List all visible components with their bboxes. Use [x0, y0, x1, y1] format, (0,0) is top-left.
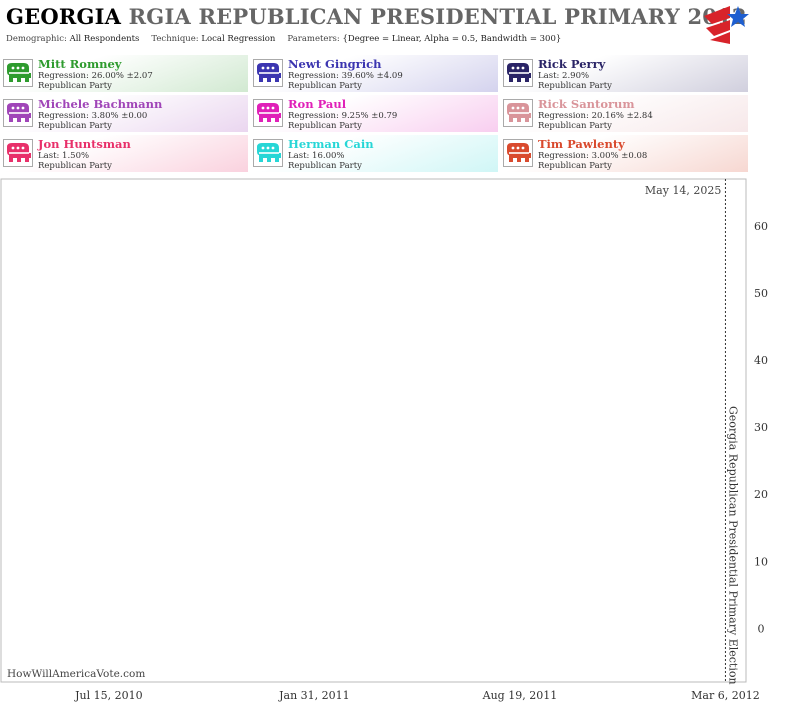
legend-stat: Regression: 26.00% ±2.07 — [38, 71, 153, 81]
legend-party: Republican Party — [538, 121, 612, 131]
elephant-icon — [3, 139, 33, 167]
elephant-icon — [3, 59, 33, 87]
technique-value: Local Regression — [201, 34, 276, 44]
legend-rick-santorum: Rick Santorum Regression: 20.16% ±2.84 Rep… — [500, 95, 748, 132]
legend-party: Republican Party — [538, 161, 612, 171]
page-title: GEORGIA RGIA REPUBLICAN PRESIDENTIAL PRI… — [6, 4, 747, 29]
y-tick-label: 30 — [754, 421, 768, 434]
legend-tim-pawlenty: Tim Pawlenty Regression: 3.00% ±0.08 Repub… — [500, 135, 748, 172]
y-tick-label: 10 — [754, 555, 768, 568]
chart-labels: May 14, 2025 Georgia Republican President… — [7, 184, 739, 685]
legend-name: Rick Santorum — [538, 97, 635, 111]
legend-name: Rick Perry — [538, 57, 606, 71]
x-tick-label: Aug 19, 2011 — [482, 689, 558, 702]
legend-name: Herman Cain — [288, 137, 374, 151]
title-state: GEORGIA — [6, 4, 122, 29]
elephant-icon — [253, 139, 283, 167]
watermark: HowWillAmericaVote.com — [7, 668, 145, 680]
legend-stat: Last: 2.90% — [538, 71, 590, 81]
legend-stat: Regression: 3.80% ±0.00 — [38, 111, 148, 121]
y-tick-label: 40 — [754, 354, 768, 367]
legend-party: Republican Party — [288, 81, 362, 91]
election-label: Georgia Republican Presidential Primary … — [726, 406, 739, 685]
x-tick-label: Jul 15, 2010 — [74, 689, 143, 702]
title-rest: RGIA REPUBLICAN PRESIDENTIAL PRIMARY 201… — [128, 4, 747, 29]
legend-name: Newt Gingrich — [288, 57, 382, 71]
legend-party: Republican Party — [38, 161, 112, 171]
legend-name: Michele Bachmann — [38, 97, 163, 111]
legend-party: Republican Party — [38, 81, 112, 91]
candidate-legend: Mitt Romney Regression: 26.00% ±2.07 Repub… — [0, 53, 789, 177]
legend-stat: Regression: 3.00% ±0.08 — [538, 151, 648, 161]
legend-ron-paul: Ron Paul Regression: 9.25% ±0.79 Republica… — [250, 95, 498, 132]
y-tick-label: 50 — [754, 287, 768, 300]
demographic-value: All Respondents — [69, 34, 140, 44]
y-tick-label: 0 — [758, 622, 765, 635]
legend-name: Tim Pawlenty — [538, 137, 625, 151]
poll-chart: 0 10 20 30 40 50 60 Jul 15, 2010 Jan 31, 2011 Aug… — [0, 178, 768, 702]
legend-stat: Last: 16.00% — [288, 151, 345, 161]
y-tick-label: 20 — [754, 488, 768, 501]
legend-name: Mitt Romney — [38, 57, 122, 71]
legend-party: Republican Party — [538, 81, 612, 91]
legend-stat: Regression: 39.60% ±4.09 — [288, 71, 403, 81]
legend-stat: Regression: 9.25% ±0.79 — [288, 111, 398, 121]
parameters-value: {Degree = Linear, Alpha = 0.5, Bandwidth… — [342, 34, 562, 44]
plot-frame — [0, 178, 747, 683]
legend-party: Republican Party — [288, 121, 362, 131]
legend-party: Republican Party — [288, 161, 362, 171]
legend-michele-bachmann: Michele Bachmann Regression: 3.80% ±0.00 R… — [0, 95, 248, 132]
elephant-icon — [3, 99, 33, 127]
legend-stat: Regression: 20.16% ±2.84 — [538, 111, 653, 121]
legend-name: Ron Paul — [288, 97, 347, 111]
legend-rick-perry: Rick Perry Last: 2.90% Republican Party — [500, 55, 748, 92]
x-tick-label: Jan 31, 2011 — [278, 689, 350, 702]
legend-jon-huntsman: Jon Huntsman Last: 1.50% Republican Party — [0, 135, 248, 172]
legend-name: Jon Huntsman — [38, 137, 131, 151]
parameters-line: Demographic: All Respondents Technique: L… — [6, 34, 562, 44]
elephant-icon — [503, 139, 533, 167]
legend-newt-gingrich: Newt Gingrich Regression: 39.60% ±4.09 Rep… — [250, 55, 498, 92]
legend-party: Republican Party — [38, 121, 112, 131]
legend-stat: Last: 1.50% — [38, 151, 90, 161]
elephant-icon — [503, 59, 533, 87]
flag-star-logo — [704, 6, 749, 44]
y-tick-label: 60 — [754, 220, 768, 233]
chart-axes: 0 10 20 30 40 50 60 Jul 15, 2010 Jan 31, 2011 Aug… — [0, 178, 768, 702]
legend-herman-cain: Herman Cain Last: 16.00% Republican Party — [250, 135, 498, 172]
x-tick-label: Mar 6, 2012 — [691, 689, 760, 702]
elephant-icon — [253, 59, 283, 87]
elephant-icon — [253, 99, 283, 127]
elephant-icon — [503, 99, 533, 127]
legend-mitt-romney: Mitt Romney Regression: 26.00% ±2.07 Repub… — [0, 55, 248, 92]
current-date-label: May 14, 2025 — [645, 184, 722, 197]
